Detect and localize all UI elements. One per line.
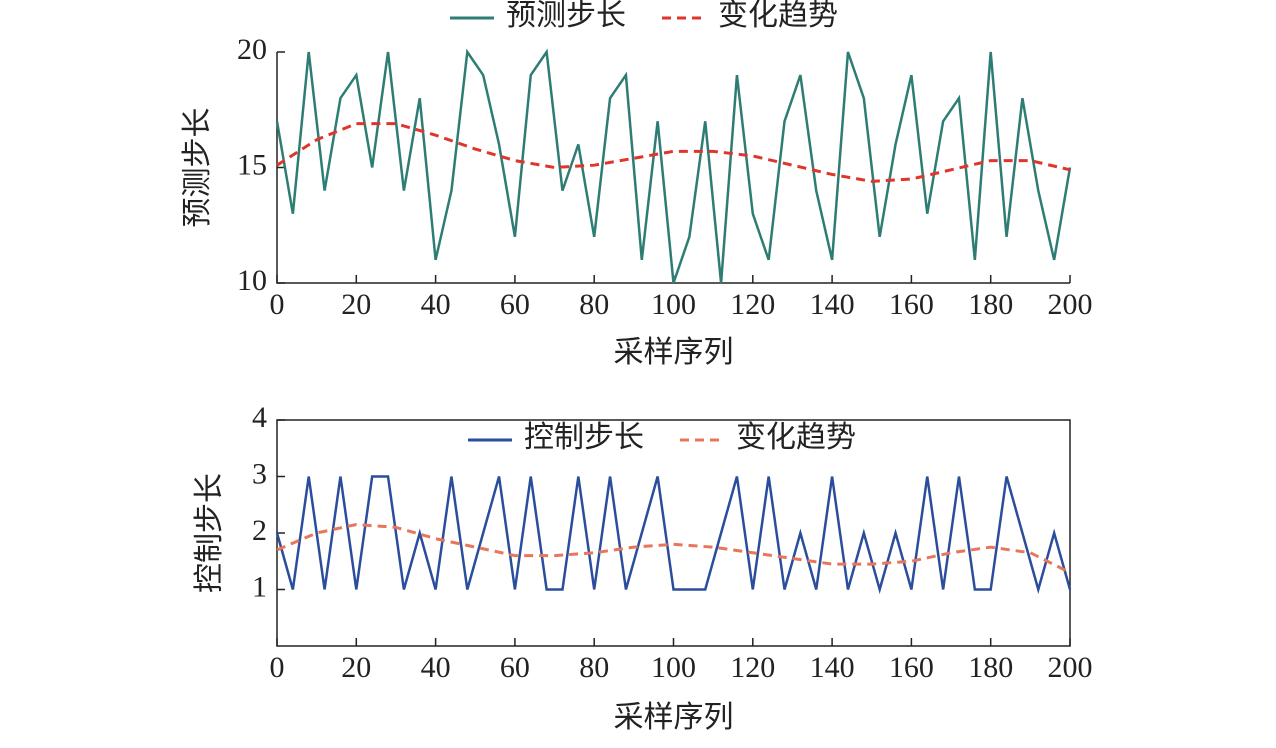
x-tick-label: 200 [1048,651,1093,684]
x-tick-label: 60 [500,651,530,684]
x-tick-label: 80 [579,288,609,321]
x-tick-label: 160 [889,288,934,321]
y-axis-label: 控制步长 [193,473,226,593]
y-tick-label: 20 [237,33,267,66]
x-tick-label: 60 [500,288,530,321]
x-tick-label: 140 [810,651,855,684]
x-tick-label: 180 [968,288,1013,321]
x-tick-label: 200 [1048,288,1093,321]
legend-label: 预测步长 [506,0,626,32]
data-line [276,122,1071,183]
y-tick-label: 1 [252,570,267,603]
legend-label: 控制步长 [524,421,644,454]
x-tick-label: 40 [421,651,451,684]
data-line [276,523,1071,574]
x-axis-label: 采样序列 [614,701,734,734]
y-tick-label: 15 [237,148,267,181]
y-tick-label: 3 [252,457,267,490]
x-tick-label: 40 [421,288,451,321]
data-line [275,48,1072,284]
x-tick-label: 120 [730,651,775,684]
x-tick-label: 100 [651,651,696,684]
x-tick-label: 180 [968,651,1013,684]
x-tick-label: 0 [270,288,285,321]
y-axis-label: 预测步长 [181,108,214,228]
x-tick-label: 100 [651,288,696,321]
x-axis-label: 采样序列 [614,336,734,369]
y-tick-label: 4 [252,401,267,434]
x-tick-label: 120 [730,288,775,321]
x-tick-label: 20 [341,288,371,321]
data-line [275,475,1072,595]
y-tick-label: 10 [237,264,267,297]
x-tick-label: 80 [579,651,609,684]
x-tick-label: 20 [341,651,371,684]
legend-label: 变化趋势 [718,0,838,32]
y-tick-label: 2 [252,514,267,547]
x-tick-label: 160 [889,651,934,684]
x-tick-label: 0 [270,651,285,684]
legend-label: 变化趋势 [736,421,856,454]
axis-line [276,52,1070,284]
x-tick-label: 140 [810,288,855,321]
